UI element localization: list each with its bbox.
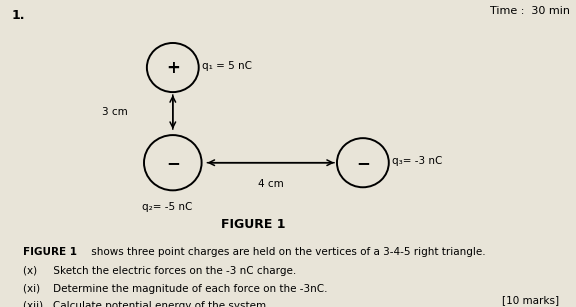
Text: 4 cm: 4 cm — [258, 179, 283, 189]
Text: shows three point charges are held on the vertices of a 3-4-5 right triangle.: shows three point charges are held on th… — [88, 247, 485, 257]
Text: q₃= -3 nC: q₃= -3 nC — [392, 156, 442, 166]
Text: −: − — [166, 154, 180, 172]
Text: FIGURE 1: FIGURE 1 — [221, 218, 286, 231]
Text: (x)     Sketch the electric forces on the -3 nC charge.: (x) Sketch the electric forces on the -3… — [23, 266, 296, 276]
Text: −: − — [356, 154, 370, 172]
Text: (xii)   Calculate potential energy of the system.: (xii) Calculate potential energy of the … — [23, 301, 270, 307]
Text: [10 marks]: [10 marks] — [502, 295, 559, 305]
Text: FIGURE 1: FIGURE 1 — [23, 247, 77, 257]
Text: Time :  30 min: Time : 30 min — [490, 6, 570, 16]
Text: 3 cm: 3 cm — [103, 107, 128, 117]
Text: (xi)    Determine the magnitude of each force on the -3nC.: (xi) Determine the magnitude of each for… — [23, 284, 328, 294]
Text: 1.: 1. — [12, 9, 25, 22]
Text: q₁ = 5 nC: q₁ = 5 nC — [202, 61, 252, 71]
Text: +: + — [166, 59, 180, 76]
Text: q₂= -5 nC: q₂= -5 nC — [142, 202, 192, 212]
